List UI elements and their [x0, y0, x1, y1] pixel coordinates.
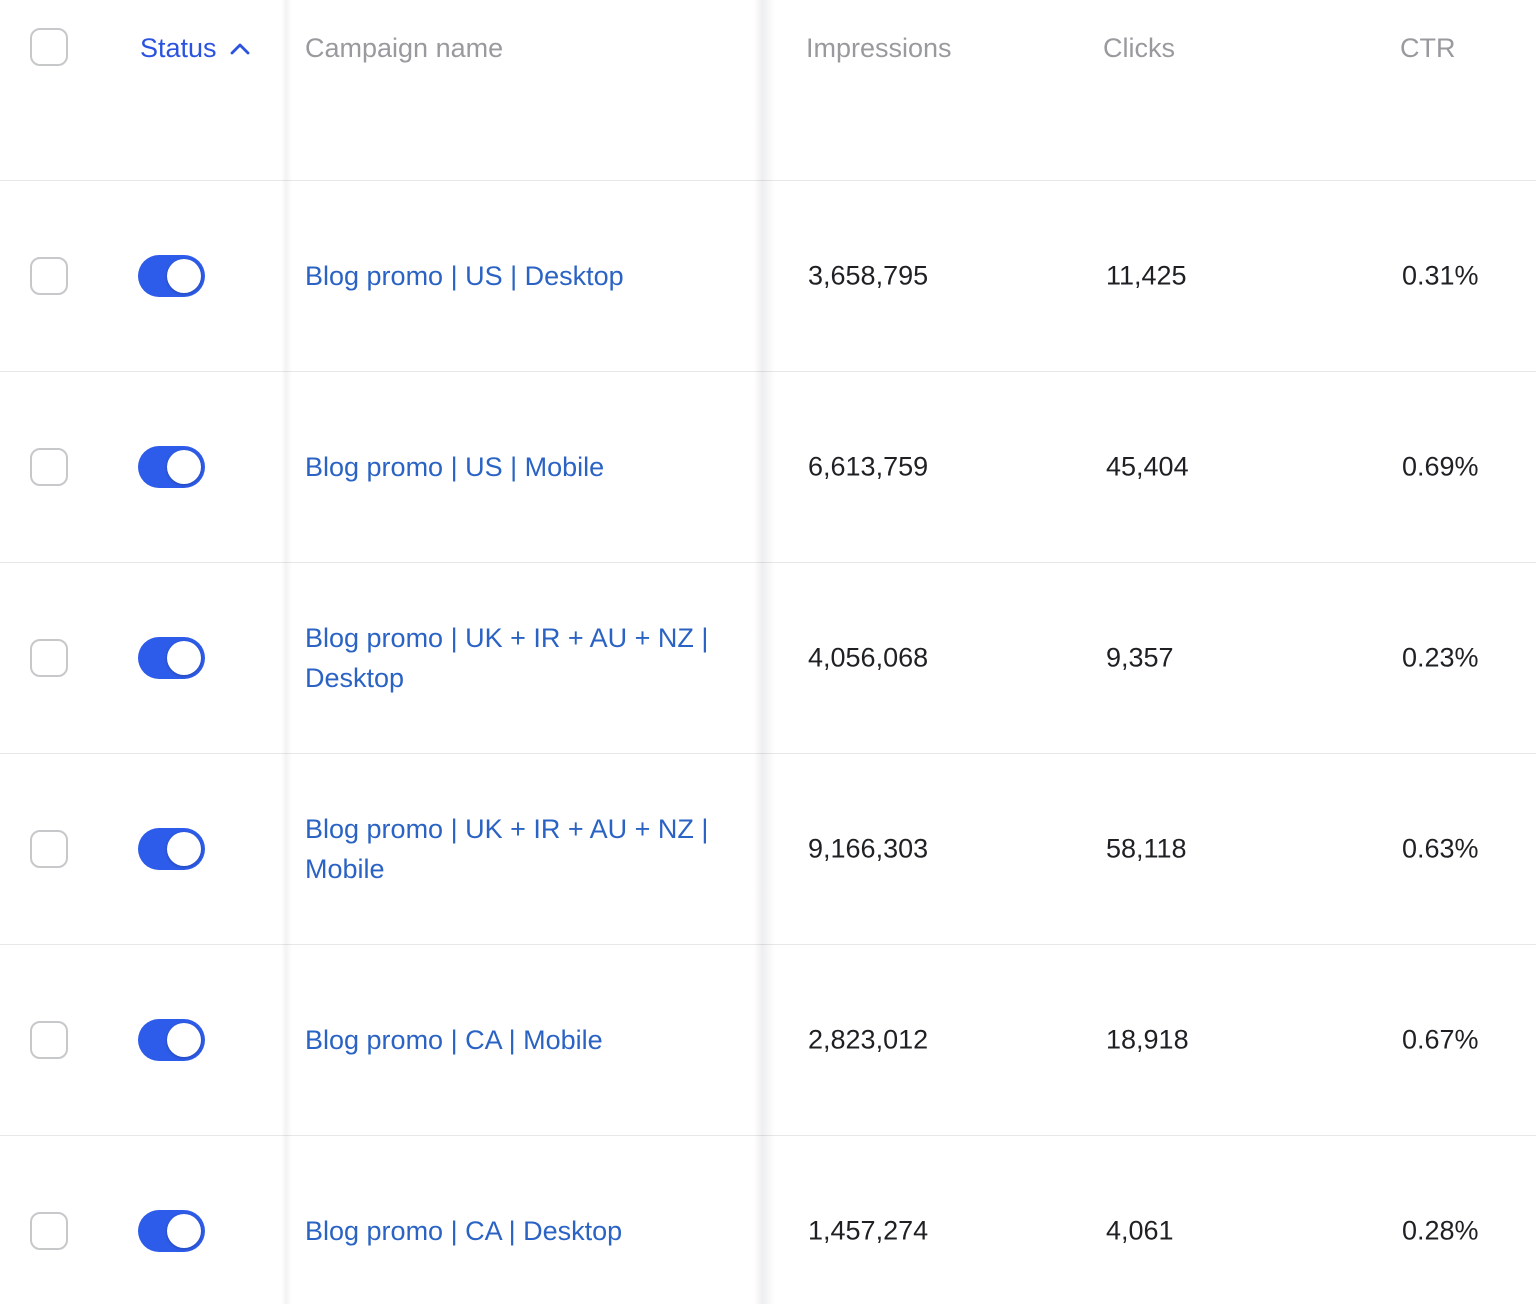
status-toggle[interactable]: [138, 255, 205, 297]
status-toggle[interactable]: [138, 1019, 205, 1061]
select-all-checkbox[interactable]: [30, 28, 68, 66]
column-header-status-label: Status: [140, 33, 217, 63]
column-header-ctr[interactable]: CTR: [1400, 33, 1456, 63]
row-checkbox[interactable]: [30, 448, 68, 486]
table-header: Status Campaign name Impressions Clicks …: [0, 0, 1536, 181]
clicks-value: 4,061: [1106, 1215, 1174, 1246]
column-header-campaign-name[interactable]: Campaign name: [305, 33, 504, 63]
status-toggle[interactable]: [138, 1210, 205, 1252]
toggle-knob: [167, 1023, 201, 1057]
campaign-name-link[interactable]: Blog promo | CA | Desktop: [305, 1216, 623, 1246]
chevron-up-icon: [230, 43, 249, 55]
ctr-value: 0.67%: [1402, 1024, 1479, 1055]
table-row: Blog promo | UK + IR + AU + NZ | Desktop…: [0, 563, 1536, 754]
row-checkbox[interactable]: [30, 830, 68, 868]
campaign-name-link[interactable]: Blog promo | US | Mobile: [305, 452, 605, 482]
clicks-value: 45,404: [1106, 451, 1189, 482]
toggle-knob: [167, 450, 201, 484]
ctr-value: 0.31%: [1402, 260, 1479, 291]
toggle-knob: [167, 1214, 201, 1248]
campaign-name-link[interactable]: Blog promo | UK + IR + AU + NZ | Desktop: [305, 623, 709, 693]
table-row: Blog promo | CA | Mobile 2,823,012 18,91…: [0, 945, 1536, 1136]
ctr-value: 0.28%: [1402, 1215, 1479, 1246]
status-toggle[interactable]: [138, 446, 205, 488]
row-checkbox[interactable]: [30, 1021, 68, 1059]
row-checkbox[interactable]: [30, 257, 68, 295]
row-checkbox[interactable]: [30, 1212, 68, 1250]
toggle-knob: [167, 259, 201, 293]
impressions-value: 6,613,759: [808, 451, 929, 482]
table-row: Blog promo | US | Mobile 6,613,759 45,40…: [0, 372, 1536, 563]
clicks-value: 11,425: [1106, 260, 1187, 291]
row-checkbox[interactable]: [30, 639, 68, 677]
table-row: Blog promo | US | Desktop 3,658,795 11,4…: [0, 181, 1536, 372]
campaign-name-link[interactable]: Blog promo | CA | Mobile: [305, 1025, 603, 1055]
column-header-clicks[interactable]: Clicks: [1103, 33, 1175, 63]
status-toggle[interactable]: [138, 637, 205, 679]
status-toggle[interactable]: [138, 828, 205, 870]
column-header-impressions[interactable]: Impressions: [806, 33, 952, 63]
impressions-value: 1,457,274: [808, 1215, 929, 1246]
impressions-value: 2,823,012: [808, 1024, 929, 1055]
toggle-knob: [167, 832, 201, 866]
clicks-value: 9,357: [1106, 642, 1174, 673]
campaign-name-link[interactable]: Blog promo | US | Desktop: [305, 261, 624, 291]
ctr-value: 0.63%: [1402, 833, 1479, 864]
impressions-value: 9,166,303: [808, 833, 929, 864]
table-row: Blog promo | CA | Desktop 1,457,274 4,06…: [0, 1136, 1536, 1304]
ctr-value: 0.23%: [1402, 642, 1479, 673]
table-row: Blog promo | UK + IR + AU + NZ | Mobile …: [0, 754, 1536, 945]
toggle-knob: [167, 641, 201, 675]
column-header-status[interactable]: Status: [140, 33, 251, 63]
ctr-value: 0.69%: [1402, 451, 1479, 482]
clicks-value: 18,918: [1106, 1024, 1189, 1055]
impressions-value: 3,658,795: [808, 260, 929, 291]
clicks-value: 58,118: [1106, 833, 1187, 864]
impressions-value: 4,056,068: [808, 642, 929, 673]
table-body: Blog promo | US | Desktop 3,658,795 11,4…: [0, 181, 1536, 1304]
campaign-name-link[interactable]: Blog promo | UK + IR + AU + NZ | Mobile: [305, 814, 709, 884]
